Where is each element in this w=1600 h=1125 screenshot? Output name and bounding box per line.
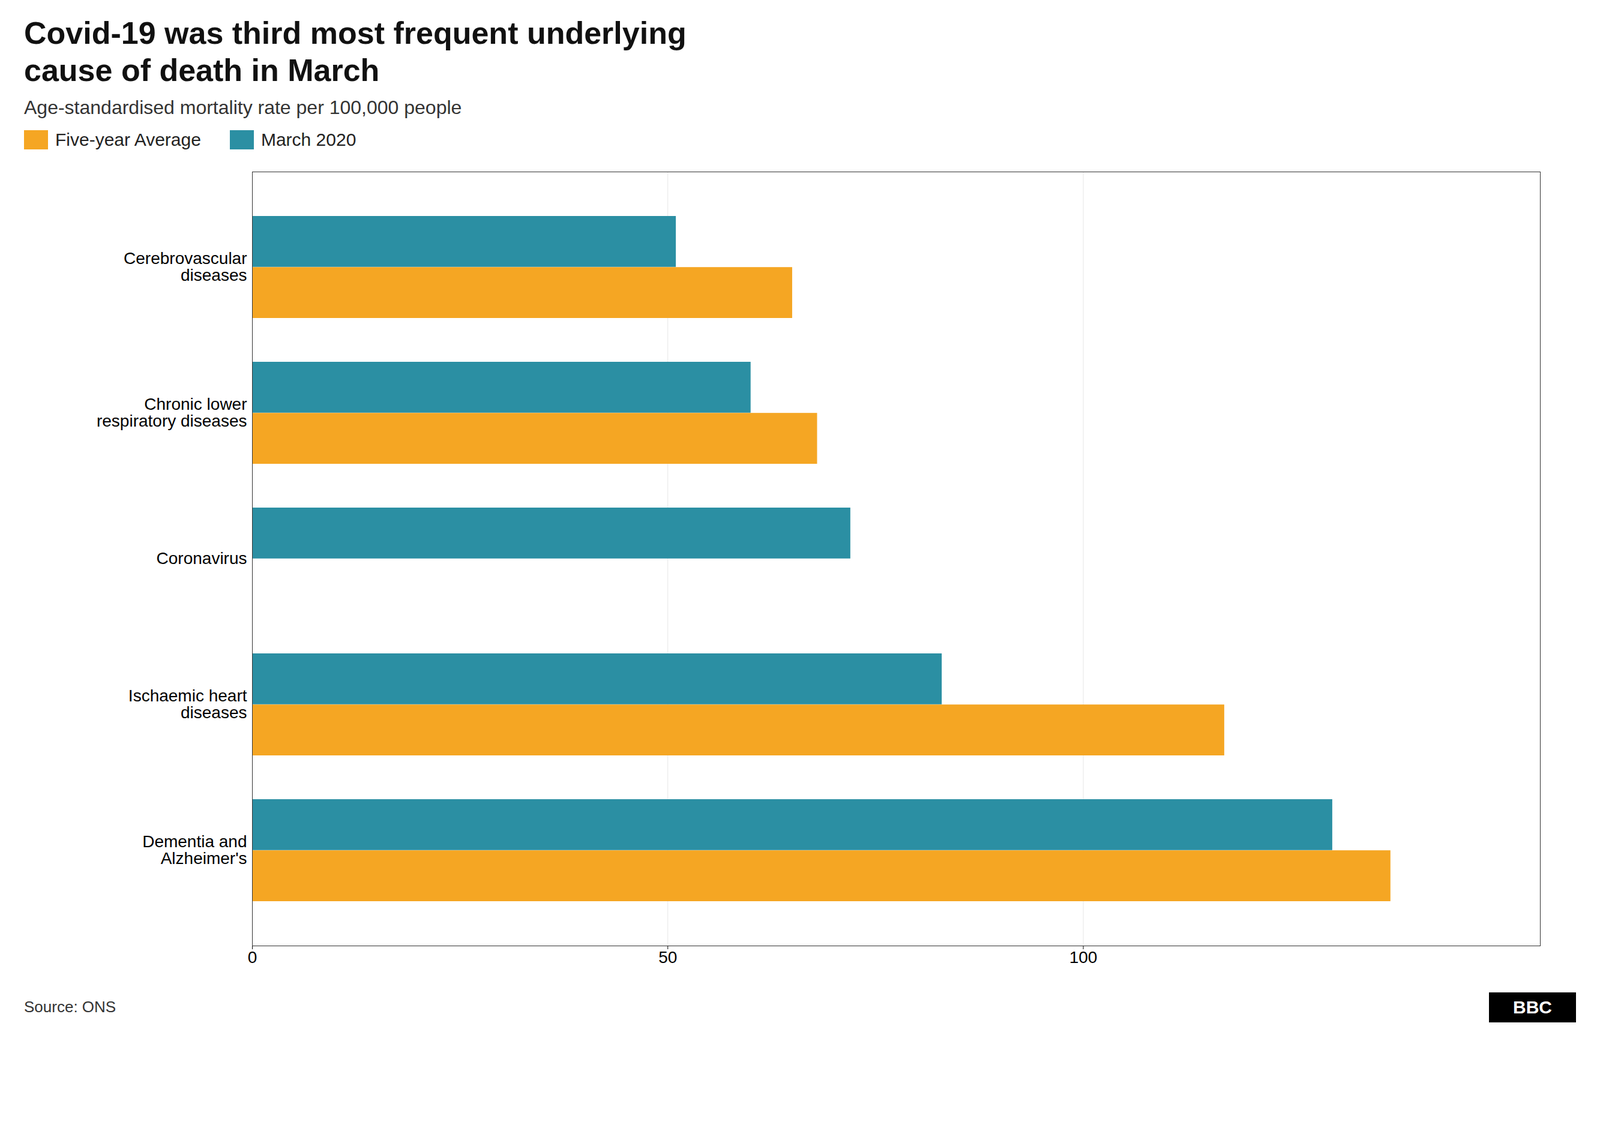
html-text:BBC: BBC bbox=[1512, 997, 1552, 1018]
svg-text:Dementia andAlzheimer's: Dementia andAlzheimer's bbox=[142, 832, 247, 868]
svg-text:Coronavirus: Coronavirus bbox=[156, 549, 248, 568]
html-text:Five-year Average: Five-year Average bbox=[55, 129, 201, 150]
html-text:Age-standardised mortality rat: Age-standardised mortality rate per 100,… bbox=[24, 96, 462, 119]
svg-text:0: 0 bbox=[247, 948, 258, 967]
html-text:Source: ONS: Source: ONS bbox=[24, 998, 116, 1017]
svg-text:Cerebrovasculardiseases: Cerebrovasculardiseases bbox=[123, 249, 247, 285]
svg-text:100: 100 bbox=[1069, 948, 1098, 967]
html-text:Covid-19 was third most freque: Covid-19 was third most frequent underly… bbox=[24, 15, 687, 88]
svg-text:50: 50 bbox=[658, 948, 677, 967]
html-text:March 2020: March 2020 bbox=[261, 129, 357, 150]
svg-text:Chronic lowerrespiratory disea: Chronic lowerrespiratory diseases bbox=[96, 394, 248, 431]
svg-text:Ischaemic heartdiseases: Ischaemic heartdiseases bbox=[128, 686, 248, 722]
